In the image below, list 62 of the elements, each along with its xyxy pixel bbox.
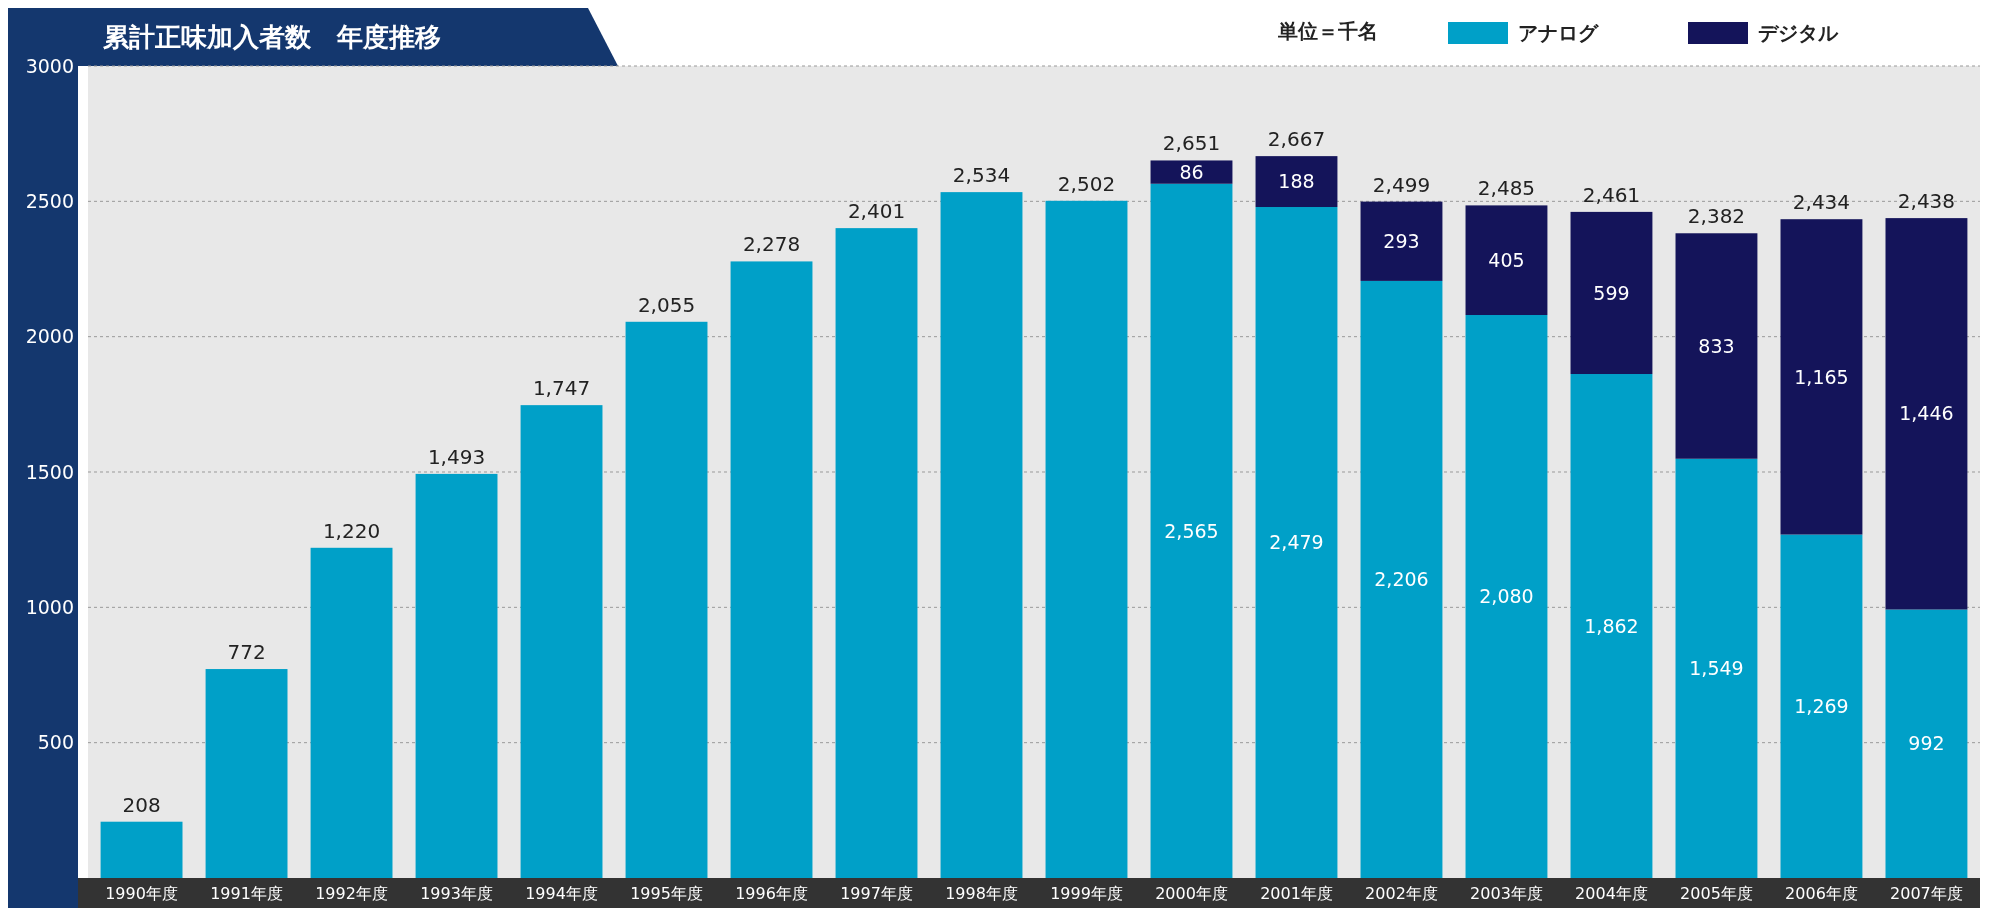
chart-title: 累計正味加入者数 年度推移 bbox=[102, 22, 441, 52]
x-tick-label: 1998年度 bbox=[945, 883, 1018, 903]
data-label: 1,549 bbox=[1689, 657, 1744, 680]
x-tick-label: 2002年度 bbox=[1365, 883, 1438, 903]
data-label: 1,862 bbox=[1584, 614, 1639, 637]
legend-title: 単位＝千名 bbox=[1277, 19, 1378, 43]
y-tick-label: 1500 bbox=[25, 460, 74, 483]
x-tick-label: 2006年度 bbox=[1785, 883, 1858, 903]
total-label: 1,220 bbox=[322, 518, 381, 543]
x-tick-label: 1993年度 bbox=[420, 883, 493, 903]
data-label: 405 bbox=[1488, 248, 1525, 271]
data-label: 1,165 bbox=[1794, 365, 1849, 388]
total-label: 2,382 bbox=[1687, 204, 1746, 229]
x-tick-label: 1990年度 bbox=[105, 883, 178, 903]
x-tick-label: 1996年度 bbox=[735, 883, 808, 903]
data-label: 2,080 bbox=[1479, 585, 1534, 608]
data-label: 2,565 bbox=[1164, 519, 1219, 542]
total-label: 208 bbox=[122, 792, 161, 817]
x-tick-label: 2005年度 bbox=[1680, 883, 1753, 903]
x-tick-label: 1992年度 bbox=[315, 883, 388, 903]
total-label: 2,667 bbox=[1267, 127, 1326, 152]
x-tick-label: 1994年度 bbox=[525, 883, 598, 903]
data-label: 1,269 bbox=[1794, 694, 1849, 717]
x-tick-label: 2000年度 bbox=[1155, 883, 1228, 903]
data-label: 2,206 bbox=[1374, 568, 1429, 591]
data-label: 992 bbox=[1908, 732, 1945, 755]
data-label: 1,446 bbox=[1899, 402, 1954, 425]
legend-label: デジタル bbox=[1758, 21, 1839, 45]
total-label: 2,434 bbox=[1792, 190, 1851, 215]
total-label: 2,651 bbox=[1162, 131, 1221, 156]
x-tick-label: 2004年度 bbox=[1575, 883, 1648, 903]
total-label: 2,461 bbox=[1582, 182, 1641, 207]
total-label: 2,438 bbox=[1897, 189, 1956, 214]
data-label: 293 bbox=[1383, 229, 1420, 252]
y-tick-label: 500 bbox=[37, 731, 74, 754]
data-label: 2,479 bbox=[1269, 531, 1324, 554]
x-tick-label: 1997年度 bbox=[840, 883, 913, 903]
total-label: 772 bbox=[227, 640, 266, 665]
total-label: 2,401 bbox=[847, 199, 906, 224]
x-tick-label: 2001年度 bbox=[1260, 883, 1333, 903]
x-tick-label: 1999年度 bbox=[1050, 883, 1123, 903]
total-label: 1,493 bbox=[427, 444, 486, 469]
legend-label: アナログ bbox=[1518, 21, 1599, 45]
x-tick-label: 1991年度 bbox=[210, 883, 283, 903]
data-label: 833 bbox=[1698, 334, 1735, 357]
y-tick-label: 1000 bbox=[25, 595, 74, 618]
total-label: 2,485 bbox=[1477, 176, 1536, 201]
y-tick-label: 3000 bbox=[25, 54, 74, 77]
total-label: 2,278 bbox=[742, 232, 801, 257]
data-label: 599 bbox=[1593, 281, 1630, 304]
x-tick-label: 2003年度 bbox=[1470, 883, 1543, 903]
y-tick-label: 2500 bbox=[25, 189, 74, 212]
total-label: 2,502 bbox=[1057, 171, 1116, 196]
x-tick-label: 2007年度 bbox=[1890, 883, 1963, 903]
total-label: 2,055 bbox=[637, 292, 696, 317]
total-label: 2,534 bbox=[952, 163, 1011, 188]
x-tick-label: 1995年度 bbox=[630, 883, 703, 903]
total-label: 2,499 bbox=[1372, 172, 1431, 197]
total-label: 1,747 bbox=[532, 376, 591, 401]
y-tick-label: 2000 bbox=[25, 325, 74, 348]
data-label: 86 bbox=[1179, 160, 1204, 183]
data-label: 188 bbox=[1278, 170, 1315, 193]
